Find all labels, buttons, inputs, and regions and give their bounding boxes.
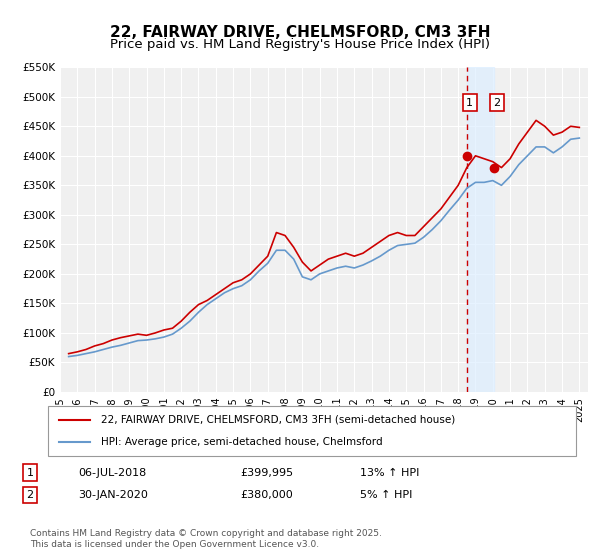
Text: 1: 1 [26, 468, 34, 478]
Text: 22, FAIRWAY DRIVE, CHELMSFORD, CM3 3FH (semi-detached house): 22, FAIRWAY DRIVE, CHELMSFORD, CM3 3FH (… [101, 414, 455, 424]
Text: 30-JAN-2020: 30-JAN-2020 [78, 490, 148, 500]
Text: Contains HM Land Registry data © Crown copyright and database right 2025.
This d: Contains HM Land Registry data © Crown c… [30, 529, 382, 549]
Text: 13% ↑ HPI: 13% ↑ HPI [360, 468, 419, 478]
Text: 2: 2 [493, 97, 500, 108]
Text: 2: 2 [26, 490, 34, 500]
Text: £380,000: £380,000 [240, 490, 293, 500]
Text: 1: 1 [466, 97, 473, 108]
Text: 06-JUL-2018: 06-JUL-2018 [78, 468, 146, 478]
FancyBboxPatch shape [48, 406, 576, 456]
Text: Price paid vs. HM Land Registry's House Price Index (HPI): Price paid vs. HM Land Registry's House … [110, 38, 490, 50]
Text: 5% ↑ HPI: 5% ↑ HPI [360, 490, 412, 500]
Text: £399,995: £399,995 [240, 468, 293, 478]
Text: 22, FAIRWAY DRIVE, CHELMSFORD, CM3 3FH: 22, FAIRWAY DRIVE, CHELMSFORD, CM3 3FH [110, 25, 490, 40]
Bar [467, 67, 494, 392]
Text: HPI: Average price, semi-detached house, Chelmsford: HPI: Average price, semi-detached house,… [101, 437, 382, 447]
